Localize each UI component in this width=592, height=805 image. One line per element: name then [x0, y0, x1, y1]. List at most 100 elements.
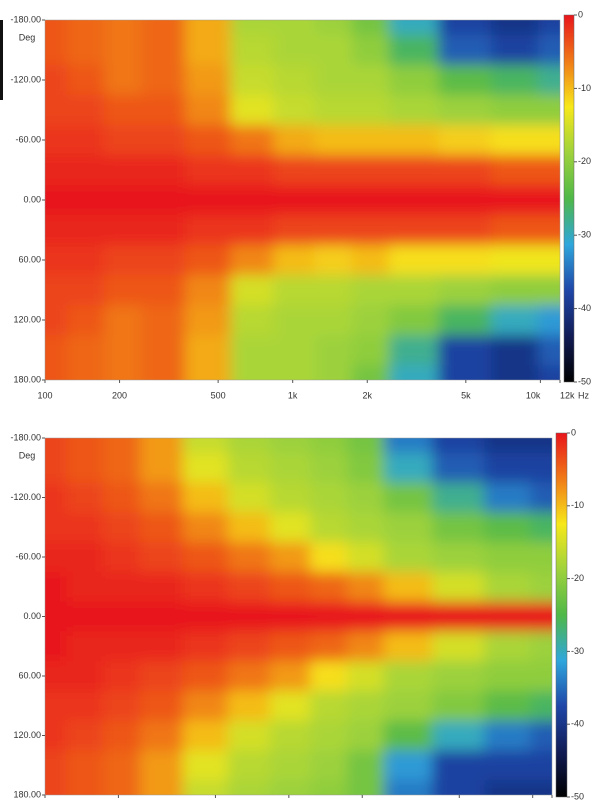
heat-cell [45, 542, 67, 573]
heat-cell [530, 780, 552, 795]
heat-cell [438, 245, 492, 276]
heat-cell [184, 35, 232, 66]
heat-cell [538, 155, 560, 186]
heat-cell [104, 185, 142, 216]
heat-cell [432, 661, 485, 692]
heat-cell [484, 512, 532, 543]
heat-cell [66, 780, 104, 795]
heat-cell [438, 305, 492, 336]
heat-cell [530, 690, 552, 722]
heat-cell [484, 661, 532, 692]
y-tick-label: 60.00 [18, 254, 41, 264]
heatmap [45, 20, 560, 380]
heat-cell [230, 95, 275, 126]
heat-cell [103, 571, 141, 603]
heat-cell [269, 601, 311, 632]
heat-cell [230, 35, 275, 66]
heat-cell [45, 571, 67, 603]
heat-cell [273, 275, 316, 306]
heat-cell [103, 542, 141, 573]
heat-cell [227, 571, 271, 603]
heat-cell [230, 275, 275, 306]
heat-cell [389, 365, 439, 380]
heat-cell [45, 482, 67, 513]
heat-cell [66, 95, 105, 126]
heat-cell [530, 452, 552, 484]
heat-cell [141, 245, 186, 276]
heat-cell [484, 438, 532, 454]
heat-cell [530, 661, 552, 692]
heat-cell [139, 601, 184, 632]
x-tick-label: 2k [362, 390, 372, 400]
y-tick-label: 60.00 [18, 670, 41, 680]
colorbar-tick-label: 0 [571, 427, 576, 437]
heat-cell [538, 20, 560, 36]
heat-cell [491, 155, 539, 186]
x-axis-label: Hz [578, 390, 589, 400]
heat-cell [314, 305, 353, 336]
heat-cell [227, 780, 271, 795]
heat-cell [314, 365, 353, 380]
heat-cell [273, 245, 316, 276]
heat-cell [139, 780, 184, 795]
heat-cell [45, 35, 68, 66]
heat-cell [491, 20, 539, 36]
heat-cell [104, 35, 142, 66]
heat-cell [530, 750, 552, 781]
heat-cell [269, 452, 311, 484]
heat-cell [389, 65, 439, 96]
heat-cell [45, 335, 68, 366]
heat-cell [182, 690, 229, 722]
heat-cell [103, 631, 141, 662]
x-tick-label: 500 [211, 390, 226, 400]
heat-cell [139, 482, 184, 513]
heat-cell [141, 125, 186, 156]
heat-cell [314, 95, 353, 126]
heat-cell [484, 780, 532, 795]
heat-cell [103, 512, 141, 543]
heat-cell [66, 185, 105, 216]
heat-cell [389, 95, 439, 126]
heat-cell [184, 155, 232, 186]
heat-cell [432, 438, 485, 454]
heat-cell [530, 542, 552, 573]
heat-cell [347, 512, 385, 543]
heat-cell [314, 125, 353, 156]
heat-cell [139, 631, 184, 662]
heat-cell [314, 335, 353, 366]
y-tick-label: 120.00 [13, 730, 41, 740]
colorbar-tick-label: 0 [578, 9, 583, 19]
heat-cell [103, 601, 141, 632]
y-tick-label: -120.00 [10, 492, 41, 502]
y-tick-label: -60.00 [15, 134, 41, 144]
heat-cell [184, 125, 232, 156]
heat-cell [484, 601, 532, 632]
heat-cell [438, 20, 492, 36]
heat-cell [347, 720, 385, 751]
heat-cell [104, 275, 142, 306]
x-tick-label: 200 [112, 390, 127, 400]
y-axis-label: Deg [19, 32, 36, 42]
heat-cell [182, 631, 229, 662]
heat-cell [141, 20, 186, 36]
heat-cell [182, 438, 229, 454]
colorbar-tick-label: -10 [578, 83, 591, 93]
colorbar-tick-label: -30 [578, 230, 591, 240]
heat-cell [45, 275, 68, 306]
heat-cell [66, 661, 104, 692]
heat-cell [45, 245, 68, 276]
heat-cell [538, 185, 560, 216]
heat-cell [45, 780, 67, 795]
x-tick-label: 5k [461, 390, 471, 400]
heat-cell [383, 661, 433, 692]
heat-cell [351, 335, 390, 366]
heatmap-cells [45, 20, 560, 380]
heat-cell [184, 20, 232, 36]
colorbar-tick-label: -20 [571, 573, 584, 583]
heat-cell [269, 690, 311, 722]
heat-cell [484, 631, 532, 662]
heat-cell [104, 95, 142, 126]
heat-cell [389, 335, 439, 366]
heat-cell [45, 690, 67, 722]
heat-cell [314, 35, 353, 66]
